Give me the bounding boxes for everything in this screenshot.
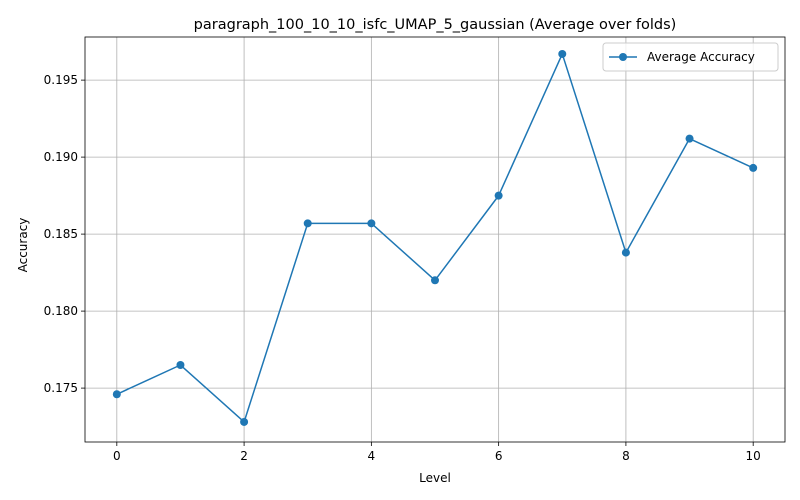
y-axis: 0.175 0.180 0.185 0.190 0.195 xyxy=(44,73,85,395)
data-point xyxy=(621,248,630,257)
x-tick-label: 4 xyxy=(368,449,376,463)
y-tick-label: 0.190 xyxy=(44,150,78,164)
x-tick-label: 2 xyxy=(240,449,248,463)
y-axis-title: Accuracy xyxy=(16,218,30,273)
x-tick-label: 10 xyxy=(746,449,761,463)
y-tick-label: 0.185 xyxy=(44,227,78,241)
chart-title: paragraph_100_10_10_isfc_UMAP_5_gaussian… xyxy=(194,17,677,33)
plot-frame xyxy=(84,36,786,443)
legend-marker xyxy=(619,53,627,61)
legend-label: Average Accuracy xyxy=(647,50,755,64)
data-point xyxy=(685,134,694,143)
y-tick-label: 0.195 xyxy=(44,73,78,87)
data-point xyxy=(558,49,567,58)
plot-area: 0 2 4 6 8 10 0.175 0.180 0.185 0.190 0.195 xyxy=(44,36,786,463)
x-tick-label: 8 xyxy=(622,449,630,463)
data-point xyxy=(112,390,121,399)
y-tick-label: 0.180 xyxy=(44,304,78,318)
x-tick-label: 0 xyxy=(113,449,121,463)
data-point xyxy=(176,361,185,370)
y-tick-label: 0.175 xyxy=(44,381,78,395)
x-axis-title: Level xyxy=(419,471,451,485)
grid-lines xyxy=(85,37,785,442)
data-point xyxy=(749,163,758,172)
legend: Average Accuracy xyxy=(602,42,779,72)
data-point xyxy=(431,276,439,285)
data-point xyxy=(240,417,249,426)
legend-box xyxy=(602,42,779,72)
data-point xyxy=(303,219,312,228)
series-layer xyxy=(112,49,758,426)
x-tick-label: 6 xyxy=(495,449,503,463)
x-axis: 0 2 4 6 8 10 xyxy=(113,442,761,463)
data-point xyxy=(494,191,503,200)
data-point xyxy=(367,219,376,228)
